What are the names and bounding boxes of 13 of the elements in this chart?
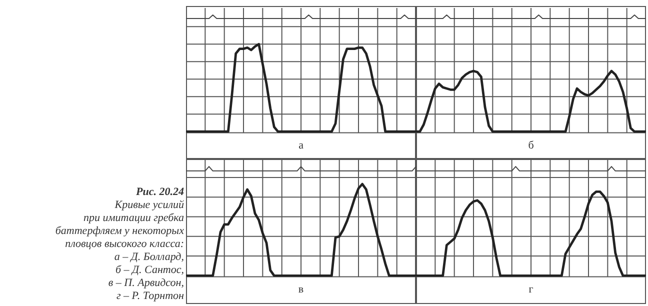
text: баттерфляем у некоторых bbox=[54, 225, 184, 238]
text: б – Д. Сантос, bbox=[114, 264, 184, 277]
text: а – Д. Боллард, bbox=[113, 251, 184, 264]
text: а bbox=[298, 139, 304, 152]
text: Рис. 20.24 bbox=[135, 186, 184, 199]
text: в – П. Арвидсон, bbox=[107, 277, 184, 290]
text: при имитации гребка bbox=[82, 212, 184, 225]
text: б bbox=[528, 139, 534, 152]
text: в bbox=[298, 283, 304, 296]
text: г bbox=[528, 283, 534, 296]
text: г – Р. Торнтон bbox=[116, 290, 184, 303]
text: пловцов высокого класса: bbox=[64, 238, 184, 251]
text: Кривые усилий bbox=[114, 199, 184, 212]
